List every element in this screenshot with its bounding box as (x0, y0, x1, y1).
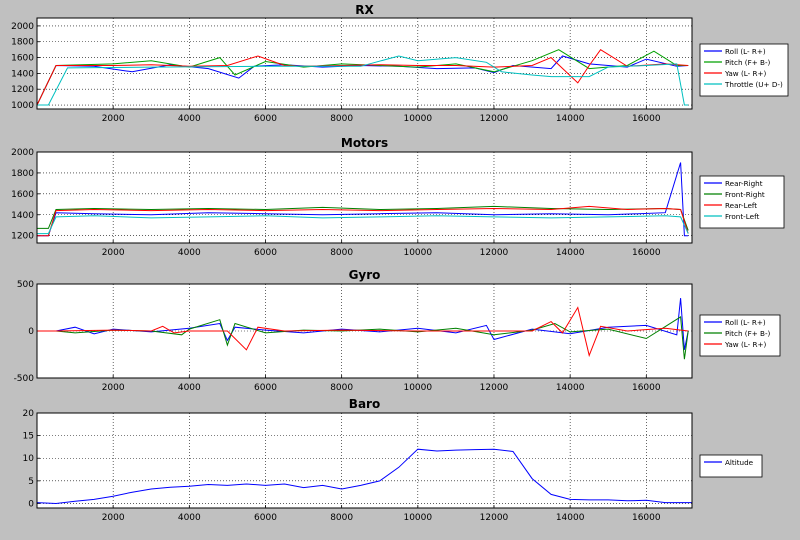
x-tick-label: 10000 (403, 383, 432, 393)
chart-panel-2: 2000 4000 6000 8000 10000 12000 14000 16000 -500… (14, 268, 781, 393)
y-tick-label: 1800 (11, 38, 34, 48)
series-line-3 (37, 215, 689, 235)
y-tick-label: -500 (14, 374, 35, 384)
legend-label: Front-Left (725, 212, 759, 221)
x-tick-label: 16000 (632, 248, 661, 258)
legend-label: Yaw (L- R+) (724, 340, 767, 349)
chart-panel-1: 2000 4000 6000 8000 10000 12000 14000 16000 1200… (11, 136, 785, 258)
y-tick-label: 500 (17, 280, 34, 290)
legend-label: Pitch (F+ B-) (725, 58, 771, 67)
x-tick-label: 8000 (330, 383, 353, 393)
legend-label: Yaw (L- R+) (724, 69, 767, 78)
chart-title: Baro (349, 397, 380, 411)
y-tick-label: 0 (28, 327, 34, 337)
x-tick-label: 16000 (632, 383, 661, 393)
x-tick-label: 6000 (254, 248, 277, 258)
x-tick-label: 14000 (556, 248, 585, 258)
y-tick-label: 10 (23, 454, 35, 464)
plot-frame (36, 412, 693, 509)
x-tick-label: 4000 (178, 248, 201, 258)
x-tick-label: 10000 (403, 114, 432, 124)
x-tick-label: 2000 (102, 383, 125, 393)
x-tick-label: 4000 (178, 513, 201, 523)
chart-panel-0: 2000 4000 6000 8000 10000 12000 14000 16000 1000… (11, 3, 789, 124)
y-tick-label: 1600 (11, 54, 34, 64)
x-tick-label: 4000 (178, 383, 201, 393)
x-tick-label: 2000 (102, 513, 125, 523)
x-tick-label: 6000 (254, 513, 277, 523)
y-tick-label: 1000 (11, 101, 34, 111)
chart-title: Gyro (349, 268, 381, 282)
series-line-2 (37, 306, 689, 358)
y-tick-label: 1200 (11, 232, 34, 242)
series-group (37, 298, 689, 360)
y-tick-label: 2000 (11, 148, 34, 158)
x-tick-label: 10000 (403, 248, 432, 258)
legend-label: Rear-Right (725, 179, 763, 188)
x-tick-label: 2000 (102, 114, 125, 124)
plot-frame (36, 17, 693, 110)
x-tick-label: 16000 (632, 114, 661, 124)
legend-box (699, 454, 763, 478)
y-tick-label: 5 (28, 477, 34, 487)
x-tick-label: 12000 (480, 513, 509, 523)
y-tick-label: 1800 (11, 169, 34, 179)
chart-title: RX (355, 3, 374, 17)
x-tick-label: 2000 (102, 248, 125, 258)
legend-label: Rear-Left (725, 201, 757, 210)
y-tick-label: 1400 (11, 211, 34, 221)
x-tick-label: 6000 (254, 114, 277, 124)
legend-box (699, 175, 785, 229)
plot-frame (36, 283, 693, 379)
x-tick-label: 4000 (178, 114, 201, 124)
series-group (37, 49, 689, 106)
y-tick-label: 1400 (11, 69, 34, 79)
series-group (37, 162, 689, 237)
legend-label: Altitude (725, 458, 754, 467)
y-tick-label: 1200 (11, 85, 34, 95)
plot-area (36, 412, 693, 509)
x-tick-label: 12000 (480, 248, 509, 258)
y-tick-label: 2000 (11, 22, 34, 32)
chart-panel-3: 2000 4000 6000 8000 10000 12000 14000 16000 0 5 10… (23, 397, 763, 523)
x-tick-label: 8000 (330, 114, 353, 124)
series-line-0 (37, 162, 689, 237)
series-line-0 (37, 448, 692, 505)
plot-area (36, 17, 693, 110)
x-tick-label: 12000 (480, 114, 509, 124)
x-tick-label: 12000 (480, 383, 509, 393)
legend-label: Roll (L- R+) (725, 47, 766, 56)
x-tick-label: 6000 (254, 383, 277, 393)
series-line-2 (37, 205, 689, 237)
y-tick-label: 1600 (11, 190, 34, 200)
legend-label: Throttle (U+ D-) (724, 80, 783, 89)
legend-box (699, 43, 789, 97)
plot-area (36, 151, 693, 244)
legend-label: Pitch (F+ B-) (725, 329, 771, 338)
x-tick-label: 16000 (632, 513, 661, 523)
series-group (37, 448, 692, 505)
chart-title: Motors (341, 136, 388, 150)
legend-label: Roll (L- R+) (725, 318, 766, 327)
y-tick-label: 15 (23, 432, 34, 442)
y-tick-label: 0 (28, 499, 34, 509)
y-tick-label: 20 (23, 409, 35, 419)
x-tick-label: 14000 (556, 383, 585, 393)
series-line-2 (37, 49, 689, 106)
plot-frame (36, 151, 693, 244)
series-line-3 (37, 55, 689, 106)
x-tick-label: 10000 (403, 513, 432, 523)
x-tick-label: 14000 (556, 513, 585, 523)
legend-label: Front-Right (725, 190, 765, 199)
x-tick-label: 14000 (556, 114, 585, 124)
x-tick-label: 8000 (330, 248, 353, 258)
x-tick-label: 8000 (330, 513, 353, 523)
